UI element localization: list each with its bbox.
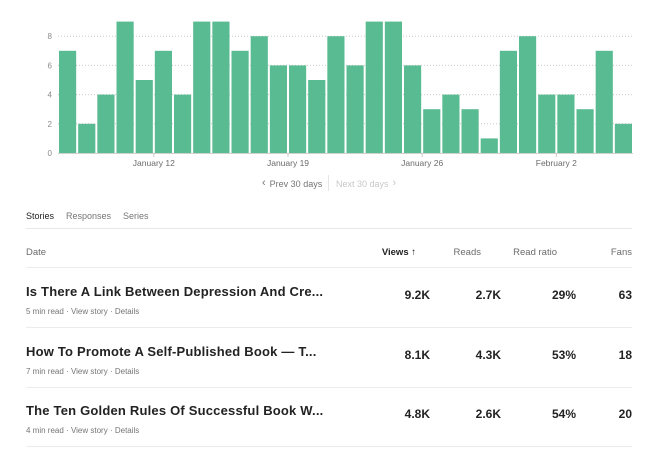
- story-title[interactable]: Is There A Link Between Depression And C…: [26, 284, 324, 299]
- chart-bar[interactable]: [78, 123, 96, 153]
- chart-bar[interactable]: [327, 36, 345, 154]
- y-tick-label: 0: [48, 149, 53, 158]
- views-bar-chart: 0 2 4 6 8 January 12 January 19 January 26 Febru…: [48, 21, 633, 168]
- chart-bar[interactable]: [212, 21, 230, 153]
- chart-bar[interactable]: [384, 21, 402, 153]
- fans-value: 18: [618, 348, 632, 362]
- meta-separator: ·: [66, 367, 69, 376]
- views-value: 4.8K: [404, 407, 430, 421]
- chart-bar[interactable]: [519, 36, 537, 154]
- table-row: Is There A Link Between Depression And C…: [26, 268, 632, 328]
- read-ratio-value: 54%: [551, 407, 576, 421]
- chart-bar[interactable]: [231, 50, 249, 153]
- chart-bar[interactable]: [365, 21, 383, 153]
- chart-bar[interactable]: [595, 50, 613, 153]
- story-meta: 7 min read · View story · Details: [26, 367, 139, 376]
- fans-value: 63: [618, 288, 632, 302]
- column-header-date[interactable]: Date: [26, 247, 47, 258]
- reads-value: 2.7K: [475, 288, 501, 302]
- read-time: 4 min read: [26, 426, 64, 435]
- chart-bar[interactable]: [269, 65, 287, 153]
- table-row: The Ten Golden Rules Of Successful Book …: [26, 387, 632, 447]
- x-tick-label: January 19: [267, 158, 309, 168]
- column-header-read-ratio[interactable]: Read ratio: [513, 247, 557, 258]
- tab-stories[interactable]: Stories: [26, 211, 55, 221]
- views-value: 9.2K: [404, 288, 430, 302]
- prev-30-days-label: Prev 30 days: [269, 178, 323, 189]
- chart-bar[interactable]: [308, 80, 326, 153]
- chart-bar[interactable]: [346, 65, 364, 153]
- meta-separator: ·: [109, 367, 113, 376]
- chart-bar[interactable]: [557, 94, 575, 153]
- prev-30-days-button[interactable]: ‹ Prev 30 days: [262, 178, 322, 189]
- column-header-views[interactable]: Views ↑: [382, 247, 416, 258]
- read-ratio-value: 29%: [551, 288, 576, 302]
- x-tick-label: February 2: [536, 158, 577, 168]
- y-tick-label: 8: [48, 32, 53, 41]
- chart-bar[interactable]: [289, 65, 307, 153]
- nav-divider: [328, 175, 329, 191]
- next-30-days-label: Next 30 days: [336, 178, 389, 189]
- views-value: 8.1K: [404, 348, 430, 362]
- chart-bar[interactable]: [423, 109, 441, 153]
- stats-tabs: Stories Responses Series: [26, 211, 149, 227]
- chart-bar[interactable]: [499, 50, 517, 153]
- read-ratio-value: 53%: [551, 348, 576, 362]
- y-tick-label: 2: [48, 120, 53, 129]
- details-link[interactable]: Details: [114, 367, 140, 376]
- tab-series[interactable]: Series: [123, 211, 149, 221]
- chart-bar[interactable]: [461, 109, 479, 153]
- view-story-link[interactable]: View story: [70, 426, 108, 435]
- chart-bar[interactable]: [442, 94, 460, 153]
- meta-separator: ·: [66, 307, 69, 316]
- header-divider: [26, 267, 632, 268]
- chevron-right-icon: ›: [392, 177, 397, 189]
- table-row: How To Promote A Self-Published Book — T…: [26, 328, 632, 388]
- column-header-views-label: Views: [381, 247, 409, 258]
- chart-bar[interactable]: [59, 50, 77, 153]
- chart-bar[interactable]: [116, 21, 134, 153]
- tabs-divider: [26, 228, 632, 229]
- story-meta: 5 min read · View story · Details: [26, 307, 139, 316]
- y-tick-label: 4: [48, 91, 53, 100]
- chart-bar[interactable]: [538, 94, 556, 153]
- read-time: 5 min read: [26, 307, 64, 316]
- view-story-link[interactable]: View story: [70, 367, 108, 376]
- meta-separator: ·: [66, 426, 69, 435]
- sort-arrow-up-icon: ↑: [411, 247, 416, 258]
- story-title[interactable]: How To Promote A Self-Published Book — T…: [26, 344, 317, 359]
- details-link[interactable]: Details: [114, 307, 140, 316]
- chart-bar[interactable]: [250, 36, 268, 154]
- chart-bar[interactable]: [480, 138, 498, 153]
- fans-value: 20: [618, 407, 632, 421]
- chart-bar[interactable]: [135, 80, 153, 153]
- column-header-fans[interactable]: Fans: [610, 247, 632, 258]
- view-story-link[interactable]: View story: [70, 307, 108, 316]
- chart-bar[interactable]: [97, 94, 115, 153]
- read-time: 7 min read: [26, 367, 64, 376]
- reads-value: 4.3K: [475, 348, 501, 362]
- chart-bar[interactable]: [404, 65, 422, 153]
- chart-bar[interactable]: [614, 123, 632, 153]
- next-30-days-button[interactable]: Next 30 days ›: [336, 178, 396, 189]
- chevron-left-icon: ‹: [262, 177, 266, 189]
- reads-value: 2.6K: [475, 407, 501, 421]
- y-tick-label: 6: [48, 61, 53, 70]
- x-tick-label: January 12: [133, 158, 175, 168]
- chart-bar[interactable]: [154, 50, 172, 153]
- column-header-reads[interactable]: Reads: [453, 247, 481, 258]
- tab-responses[interactable]: Responses: [66, 211, 112, 221]
- chart-bar[interactable]: [174, 94, 192, 153]
- details-link[interactable]: Details: [114, 426, 140, 435]
- x-tick-label: January 26: [401, 158, 443, 168]
- chart-bar[interactable]: [576, 109, 594, 153]
- story-meta: 4 min read · View story · Details: [26, 426, 139, 435]
- meta-separator: ·: [109, 307, 113, 316]
- chart-bar[interactable]: [193, 21, 211, 153]
- story-title[interactable]: The Ten Golden Rules Of Successful Book …: [26, 403, 324, 418]
- meta-separator: ·: [109, 426, 113, 435]
